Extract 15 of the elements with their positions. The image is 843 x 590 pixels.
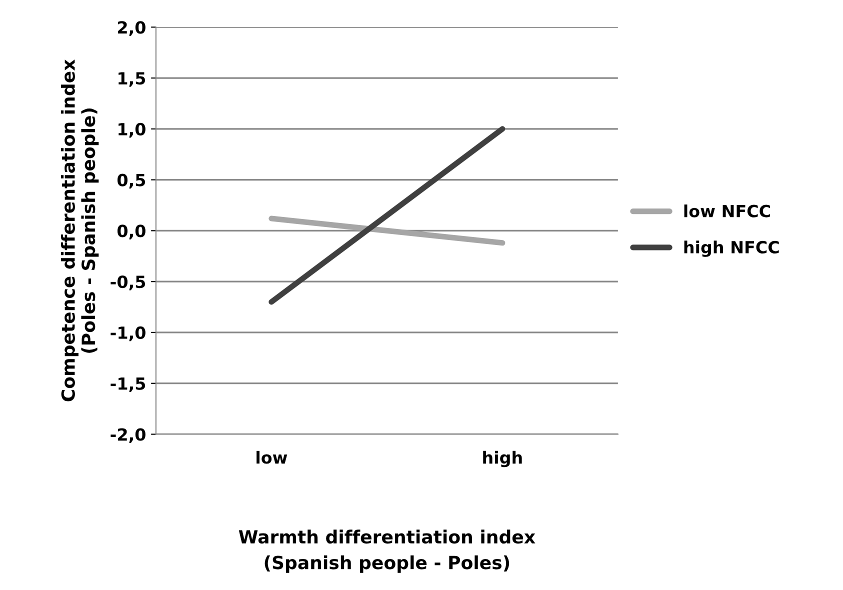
y-tick-label: -2,0	[110, 428, 146, 443]
y-tick-label: 2,0	[118, 21, 146, 36]
legend-label: low NFCC	[684, 204, 770, 218]
y-tick-label: 0,0	[118, 224, 146, 240]
legend-label: high NFCC	[684, 240, 779, 257]
y-tick-label: -1,5	[110, 378, 146, 392]
y-tick-label: 1,5	[118, 72, 146, 87]
y-tick-label: -0,5	[110, 276, 146, 290]
x-tick-label: high	[483, 450, 522, 468]
y-axis-title: Competence differentiation index (Poles - Spanish people)	[60, 60, 99, 402]
y-tick-label: 1,0	[118, 122, 146, 138]
y-tick-label: 0,5	[118, 174, 146, 188]
x-axis-title: Warmth differentiation index (Spanish people - Poles)	[238, 530, 536, 573]
x-tick-label: low	[256, 450, 288, 464]
y-tick-label: -1,0	[110, 326, 146, 342]
